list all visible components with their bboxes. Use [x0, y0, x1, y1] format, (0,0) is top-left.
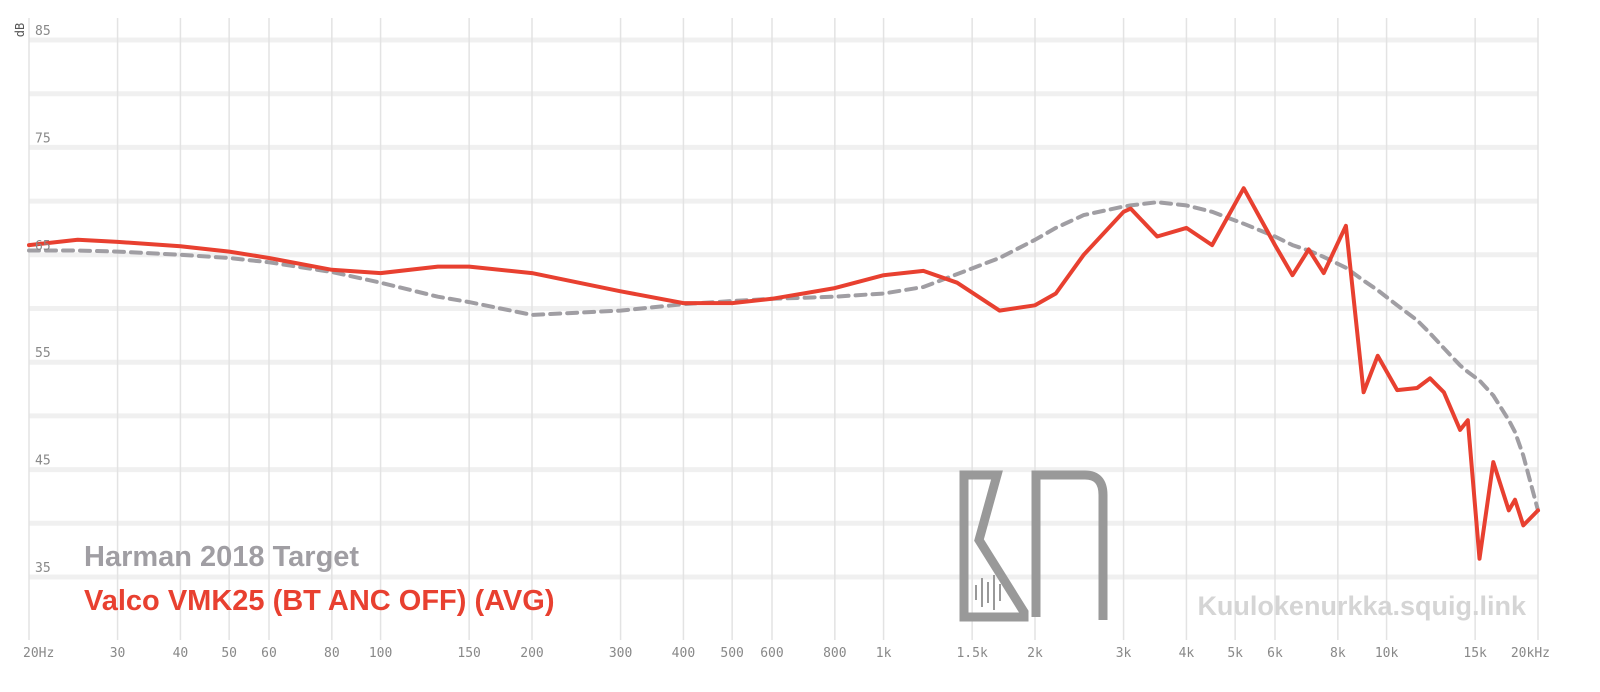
x-tick-label: 3k [1116, 646, 1132, 661]
x-tick-label: 150 [457, 646, 480, 661]
logo [959, 470, 1108, 622]
y-tick-label: 65 [35, 239, 51, 254]
y-tick-label: 35 [35, 561, 51, 576]
x-tick-label: 2k [1027, 646, 1043, 661]
x-tick-label: 800 [823, 646, 846, 661]
x-tick-label: 200 [520, 646, 543, 661]
x-tick-label: 30 [110, 646, 126, 661]
x-tick-label: 50 [221, 646, 237, 661]
x-tick-label: 600 [760, 646, 783, 661]
x-tick-label: 5k [1227, 646, 1243, 661]
legend-entry: Valco VMK25 (BT ANC OFF) (AVG) [84, 585, 554, 617]
x-tick-label: 6k [1267, 646, 1283, 661]
series-line [27, 186, 1540, 561]
x-tick-label: 20Hz [23, 646, 54, 661]
curves [27, 186, 1540, 561]
series-line [27, 200, 1540, 513]
x-tick-label: 40 [173, 646, 189, 661]
x-tick-label: 4k [1179, 646, 1195, 661]
x-tick-label: 300 [609, 646, 632, 661]
y-tick-label: 55 [35, 346, 51, 361]
x-tick-label: 15k [1463, 646, 1487, 661]
watermark: Kuulokenurkka.squig.link [1197, 591, 1527, 621]
grid [28, 18, 1539, 640]
x-tick-label: 500 [720, 646, 743, 661]
x-tick-label: 1k [876, 646, 892, 661]
x-tick-label: 10k [1375, 646, 1399, 661]
x-tick-label: 100 [369, 646, 392, 661]
x-tick-label: 1.5k [956, 646, 987, 661]
y-tick-label: 85 [35, 24, 51, 39]
y-tick-label: 45 [35, 454, 51, 469]
legend-entry: Harman 2018 Target [84, 541, 359, 573]
x-tick-label: 400 [672, 646, 695, 661]
x-tick-label: 80 [324, 646, 340, 661]
y-axis-label: dB [13, 23, 27, 37]
x-tick-label: 8k [1330, 646, 1346, 661]
x-tick-label: 60 [261, 646, 277, 661]
y-tick-label: 75 [35, 131, 51, 146]
x-tick-label: 20kHz [1511, 646, 1550, 661]
